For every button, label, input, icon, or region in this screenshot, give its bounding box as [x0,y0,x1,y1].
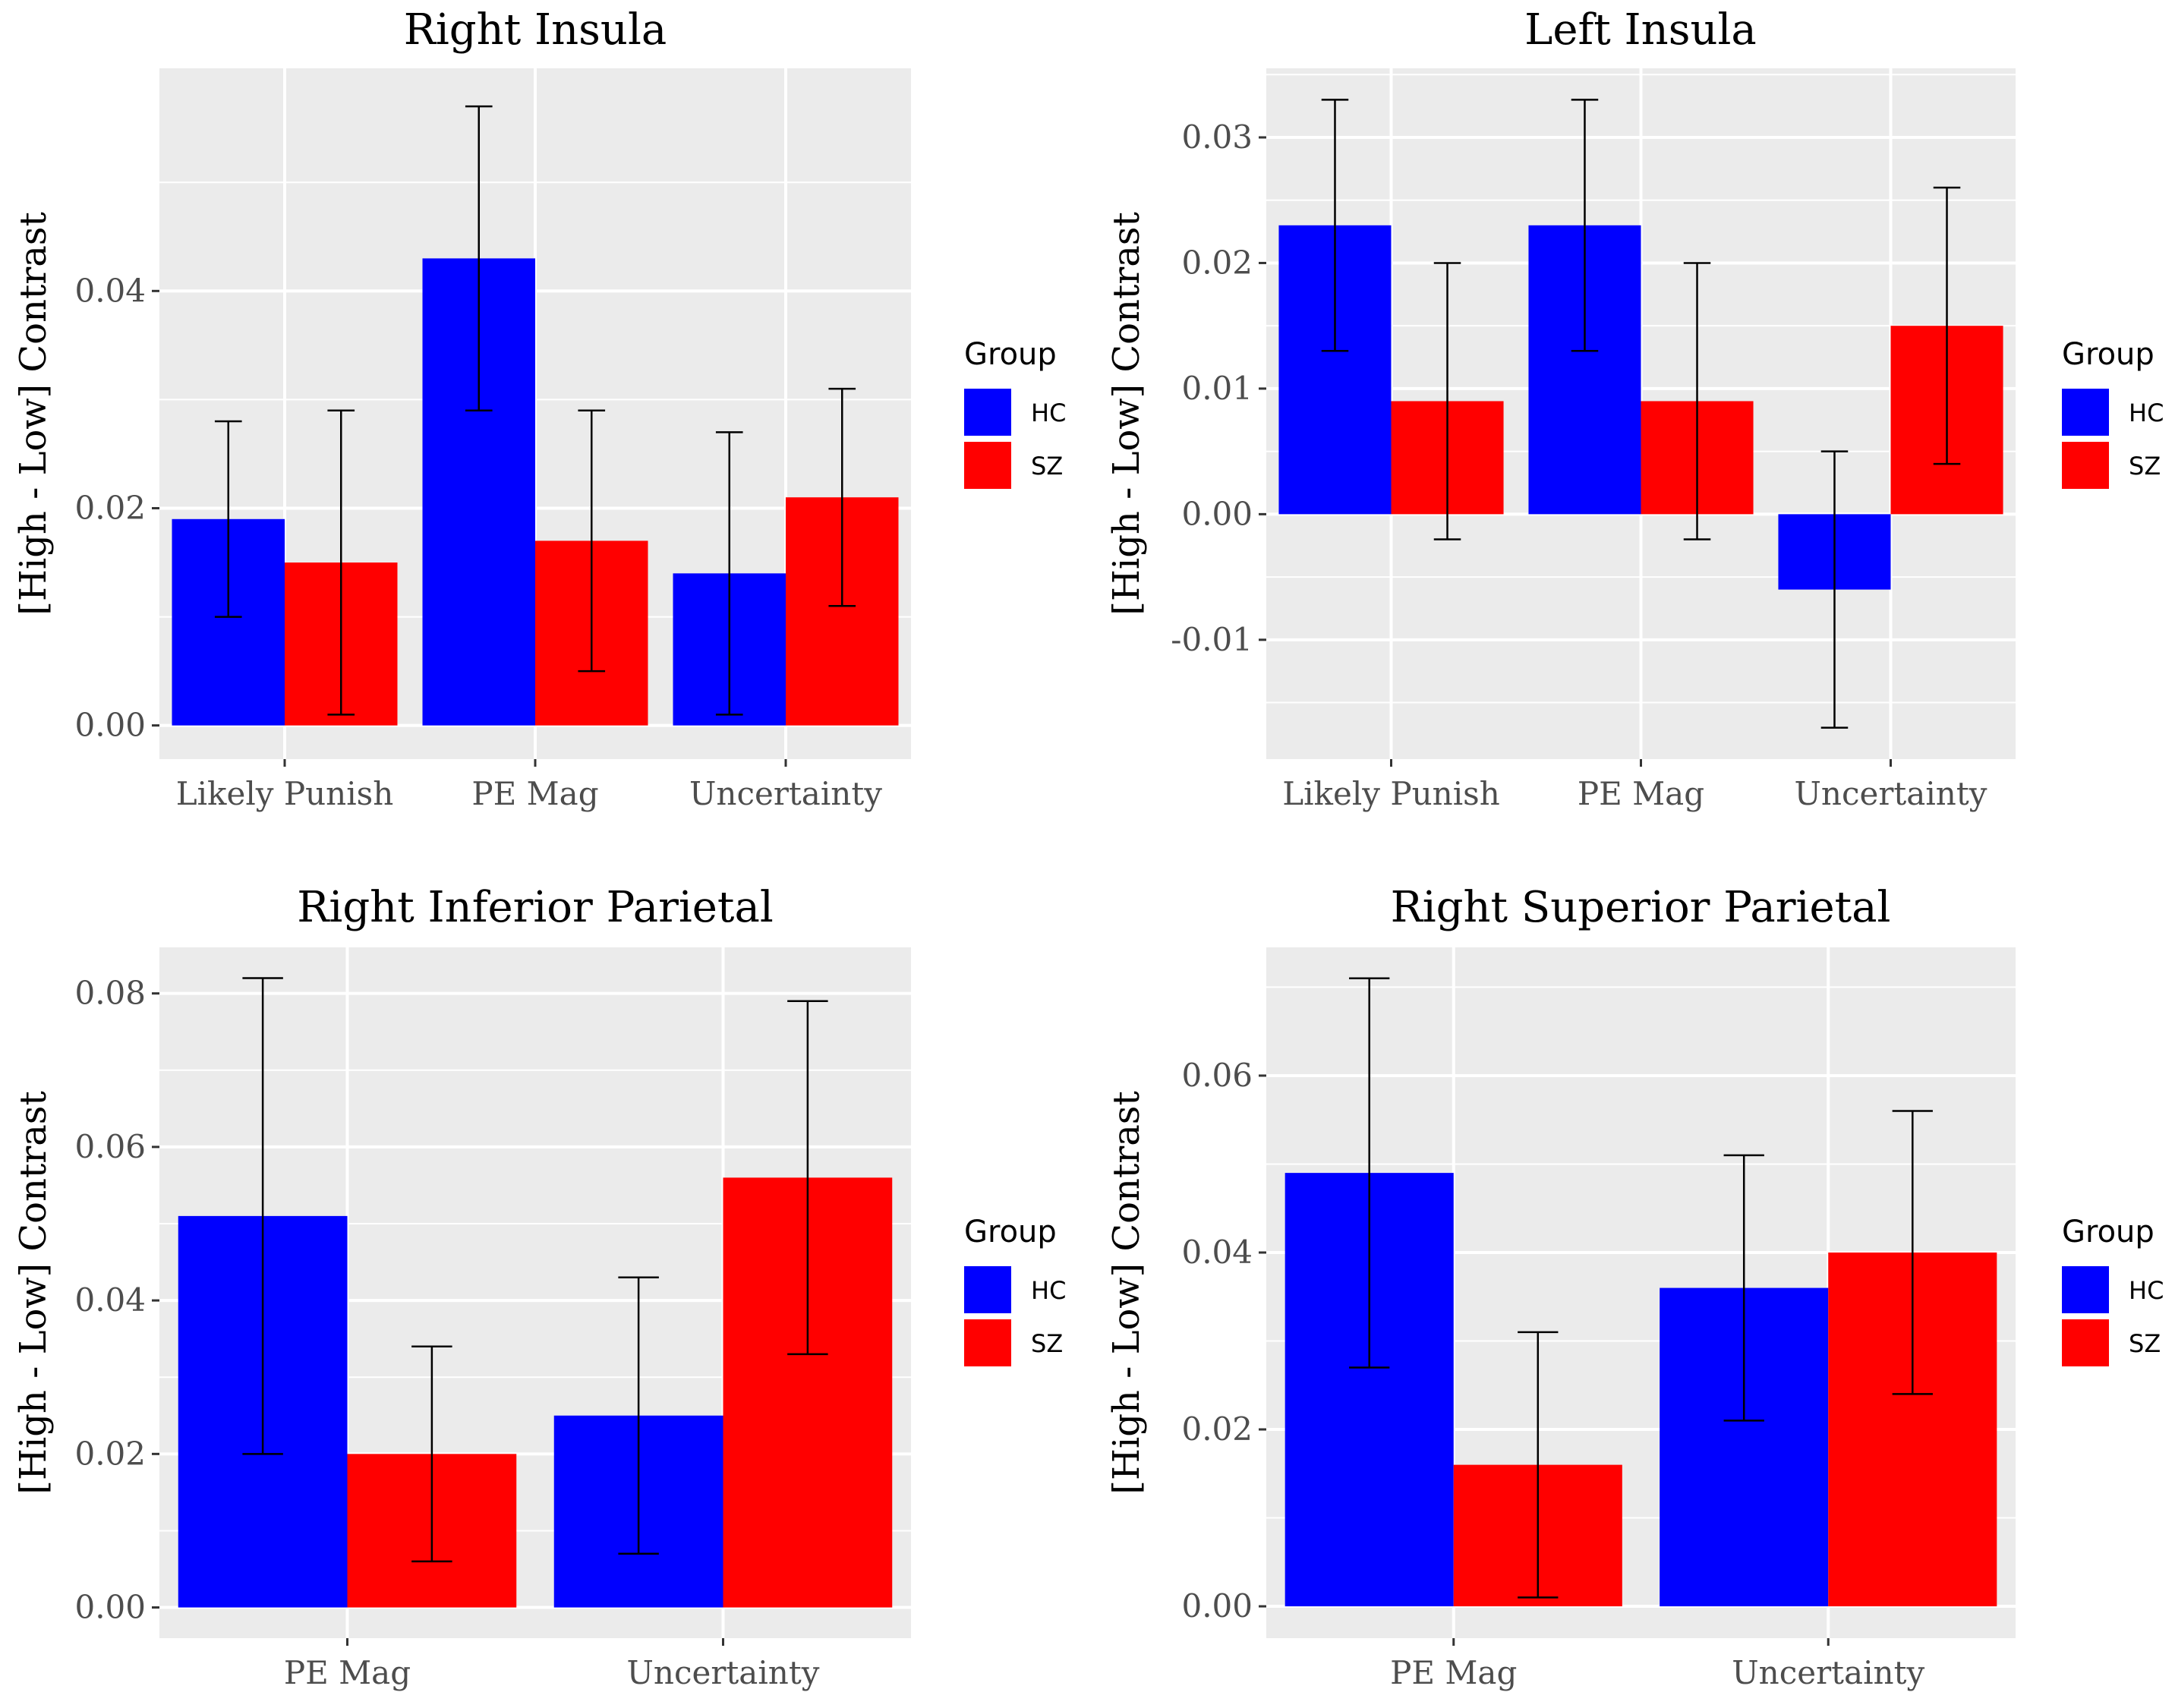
chart-title: Left Insula [1524,5,1757,55]
chart-panel-4: 0.00 0.02 0.04 0.06 PE Mag Uncertainty Right S… [1105,883,2164,1691]
legend-label-hc: HC [2129,1276,2164,1305]
chart-panel-3: 0.00 0.02 0.04 0.06 0.08 PE Mag Uncertainty Rig… [12,883,1066,1691]
chart-panel-2: -0.01 0.00 0.01 0.02 0.03 Likely Punish PE Mag… [1105,5,2164,812]
y-tick-label: 0.04 [1181,1234,1253,1271]
y-tick-label: -0.01 [1171,621,1253,658]
x-tick-label: PE Mag [1578,775,1704,812]
legend-label-hc: HC [1031,1276,1066,1305]
y-tick-label: 0.08 [74,975,146,1012]
legend: Group HC SZ [964,337,1066,489]
x-tick-label: PE Mag [1390,1654,1517,1691]
y-tick-label: 0.04 [74,272,146,309]
legend-label-sz: SZ [2129,452,2161,481]
chart-title: Right Inferior Parietal [297,883,773,932]
y-tick-label: 0.00 [74,707,146,744]
y-axis-title: [High - Low] Contrast [12,1091,55,1494]
y-tick-label: 0.04 [74,1281,146,1319]
legend-key-hc [2062,389,2109,436]
chart-panel-1: 0.00 0.02 0.04 Likely Punish PE Mag Uncertain… [12,5,1066,812]
legend-key-hc [964,1266,1011,1313]
legend-label-sz: SZ [1031,452,1063,481]
legend-key-sz [964,442,1011,489]
x-tick-label: Uncertainty [627,1654,820,1691]
legend: Group HC SZ [2062,337,2164,489]
legend: Group HC SZ [2062,1215,2164,1366]
chart-title: Right Superior Parietal [1391,883,1891,932]
x-tick-label: Likely Punish [176,775,394,812]
legend-key-sz [2062,1319,2109,1366]
y-tick-label: 0.00 [1181,495,1253,532]
legend-title: Group [964,1215,1057,1249]
y-tick-label: 0.00 [74,1589,146,1626]
y-tick-label: 0.02 [74,1435,146,1472]
legend-title: Group [2062,337,2155,372]
legend-label-sz: SZ [2129,1329,2161,1358]
legend-label-hc: HC [2129,399,2164,427]
y-axis-title: [High - Low] Contrast [1105,212,1148,615]
x-tick-label: PE Mag [284,1654,411,1691]
y-axis-title: [High - Low] Contrast [12,212,55,615]
legend-key-hc [2062,1266,2109,1313]
legend-key-sz [2062,442,2109,489]
y-tick-label: 0.06 [74,1128,146,1165]
legend-title: Group [964,337,1057,372]
x-tick-label: PE Mag [471,775,598,812]
legend-key-hc [964,389,1011,436]
y-tick-label: 0.03 [1181,118,1253,156]
legend-title: Group [2062,1215,2155,1249]
y-tick-label: 0.02 [74,489,146,526]
x-tick-label: Uncertainty [689,775,882,812]
x-tick-label: Uncertainty [1795,775,1987,812]
y-tick-label: 0.06 [1181,1057,1253,1094]
chart-title: Right Insula [404,5,667,55]
y-tick-label: 0.02 [1181,1410,1253,1448]
y-axis-title: [High - Low] Contrast [1105,1091,1148,1494]
x-tick-label: Likely Punish [1282,775,1500,812]
y-tick-label: 0.02 [1181,244,1253,281]
legend-label-sz: SZ [1031,1329,1063,1358]
legend-key-sz [964,1319,1011,1366]
legend-label-hc: HC [1031,399,1066,427]
legend: Group HC SZ [964,1215,1066,1366]
x-tick-label: Uncertainty [1732,1654,1924,1691]
y-tick-label: 0.00 [1181,1587,1253,1624]
y-tick-label: 0.01 [1181,370,1253,407]
